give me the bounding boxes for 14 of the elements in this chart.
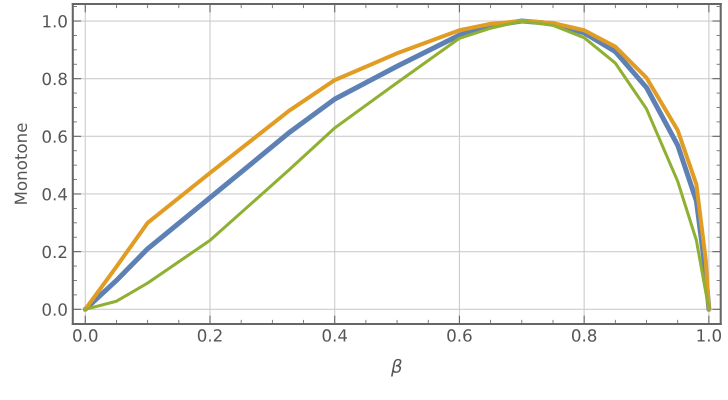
y-axis-title: Monotone (14, 123, 28, 204)
x-axis-title: β (390, 358, 402, 376)
y-tick-label: 0.2 (42, 246, 66, 258)
x-tick-label: 0.0 (73, 329, 98, 342)
y-tick-label: 0.4 (42, 188, 68, 201)
y-tick-label: 0.6 (42, 130, 67, 143)
x-tick-label: 1.0 (697, 329, 722, 342)
x-tick-label: 0.4 (322, 329, 348, 342)
x-tick-label: 0.8 (572, 329, 596, 342)
y-tick-label: 0.0 (42, 303, 67, 316)
y-tick-label: 1.0 (43, 14, 67, 28)
y-tick-label: 0.8 (42, 72, 67, 86)
x-tick-label: 0.2 (198, 329, 222, 342)
x-tick-label: 0.6 (447, 329, 472, 342)
